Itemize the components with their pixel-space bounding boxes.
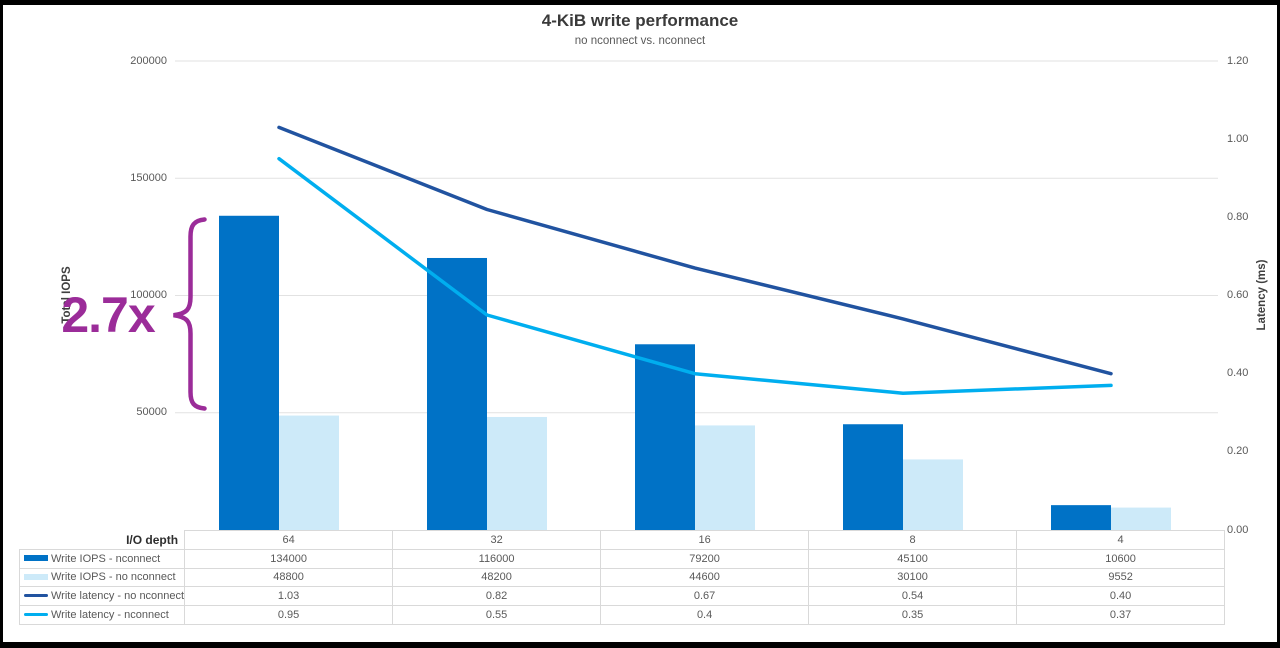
table-cell: 45100 — [808, 548, 1018, 569]
bar-no-nconnect — [1111, 507, 1171, 530]
table-cell: 0.55 — [392, 605, 602, 625]
table-cell: 1.03 — [184, 586, 394, 606]
multiplier-annotation: 2.7x — [61, 287, 155, 343]
legend-key-icon — [24, 612, 48, 617]
right-axis-tick: 0.60 — [1227, 289, 1249, 301]
table-cell: 0.37 — [1016, 605, 1226, 625]
gridlines — [175, 60, 1218, 414]
table-cell: 32 — [392, 530, 602, 550]
line-latency-nconnect — [277, 156, 1113, 395]
bar-no-nconnect — [279, 415, 339, 530]
legend-label: Write latency - nconnect — [51, 608, 169, 621]
table-cell: 16 — [600, 530, 810, 550]
right-axis-tick: 0.40 — [1227, 367, 1249, 380]
data-table: I/O depth 64 32 16 8 4 Write IOPS - nconnect 13… — [18, 530, 1226, 625]
left-axis-tick: 150000 — [130, 171, 167, 184]
bar-no-nconnect — [695, 425, 755, 530]
line-series-group — [277, 125, 1113, 395]
table-cell: 0.67 — [600, 586, 810, 606]
table-row-iops-no-nconnect: Write IOPS - no nconnect 48800 48200 44600 3… — [18, 567, 1226, 588]
frame-right-border — [1277, 0, 1280, 648]
chart-subtitle: no nconnect vs. nconnect — [574, 35, 706, 47]
table-row-latency-no-nconnect: Write latency - no nconnect 1.03 0.82 0.67 0… — [18, 586, 1226, 606]
left-axis-tick: 50000 — [136, 406, 167, 419]
table-cell: 9552 — [1016, 567, 1226, 588]
table-cell: 134000 — [184, 548, 394, 569]
table-cell: 8 — [808, 530, 1018, 550]
frame-bottom-border — [0, 642, 1280, 648]
table-cell: 4 — [1016, 530, 1226, 550]
right-axis-title: Latency (ms) — [1256, 259, 1268, 331]
right-axis-tick: 0.00 — [1227, 523, 1249, 536]
legend-label: Write IOPS - no nconnect — [51, 571, 176, 584]
table-cell: 116000 — [392, 548, 602, 569]
right-axis-tick: 0.20 — [1227, 445, 1249, 458]
table-cell: 64 — [184, 530, 394, 550]
bar-no-nconnect — [487, 416, 547, 530]
brace-annotation — [173, 217, 207, 411]
legend-cell: Write IOPS - no nconnect — [18, 567, 186, 588]
legend-key-icon — [24, 573, 48, 580]
table-cell: 79200 — [600, 548, 810, 569]
table-cell: 30100 — [808, 567, 1018, 588]
table-cell: 0.82 — [392, 586, 602, 606]
right-axis-tick: 1.20 — [1227, 54, 1249, 67]
legend-label: Write latency - no nconnect — [51, 590, 185, 603]
legend-cell: Write IOPS - nconnect — [18, 548, 186, 569]
table-cell: 0.54 — [808, 586, 1018, 606]
frame-left-border — [0, 0, 3, 648]
table-row-iops-nconnect: Write IOPS - nconnect 134000 116000 79200 45… — [18, 548, 1226, 569]
bar-nconnect — [1051, 505, 1111, 530]
legend-key-icon — [24, 555, 48, 562]
bar-nconnect — [843, 424, 903, 530]
bar-no-nconnect — [903, 459, 963, 530]
bar-nconnect — [219, 215, 279, 530]
chart-title: 4-KiB write performance — [541, 11, 739, 30]
frame-top-border — [0, 0, 1280, 5]
right-axis-tick: 0.80 — [1227, 210, 1249, 223]
table-cell: 0.35 — [808, 605, 1018, 625]
table-cell: 0.4 — [600, 605, 810, 625]
left-axis-tick: 200000 — [130, 54, 167, 67]
table-row-latency-nconnect: Write latency - nconnect 0.95 0.55 0.4 0.35 0… — [18, 605, 1226, 625]
legend-key-icon — [24, 593, 48, 598]
legend-label: Write IOPS - nconnect — [51, 552, 161, 565]
table-cell: 10600 — [1016, 548, 1226, 569]
line-latency-no-nconnect — [277, 125, 1113, 376]
table-cell: 0.95 — [184, 605, 394, 625]
legend-cell: Write latency - no nconnect — [18, 586, 186, 606]
left-axis-tick: 100000 — [130, 289, 167, 301]
right-axis-tick: 1.00 — [1227, 132, 1249, 145]
category-axis-label: I/O depth — [19, 530, 186, 550]
bar-nconnect — [427, 257, 487, 530]
legend-cell: Write latency - nconnect — [18, 605, 186, 625]
table-row-categories: I/O depth 64 32 16 8 4 — [19, 530, 1226, 550]
table-cell: 48800 — [184, 567, 394, 588]
bar-series-group — [219, 215, 1171, 530]
bar-nconnect — [635, 344, 695, 530]
table-cell: 0.40 — [1016, 586, 1226, 606]
table-cell: 48200 — [392, 567, 602, 588]
table-cell: 44600 — [600, 567, 810, 588]
